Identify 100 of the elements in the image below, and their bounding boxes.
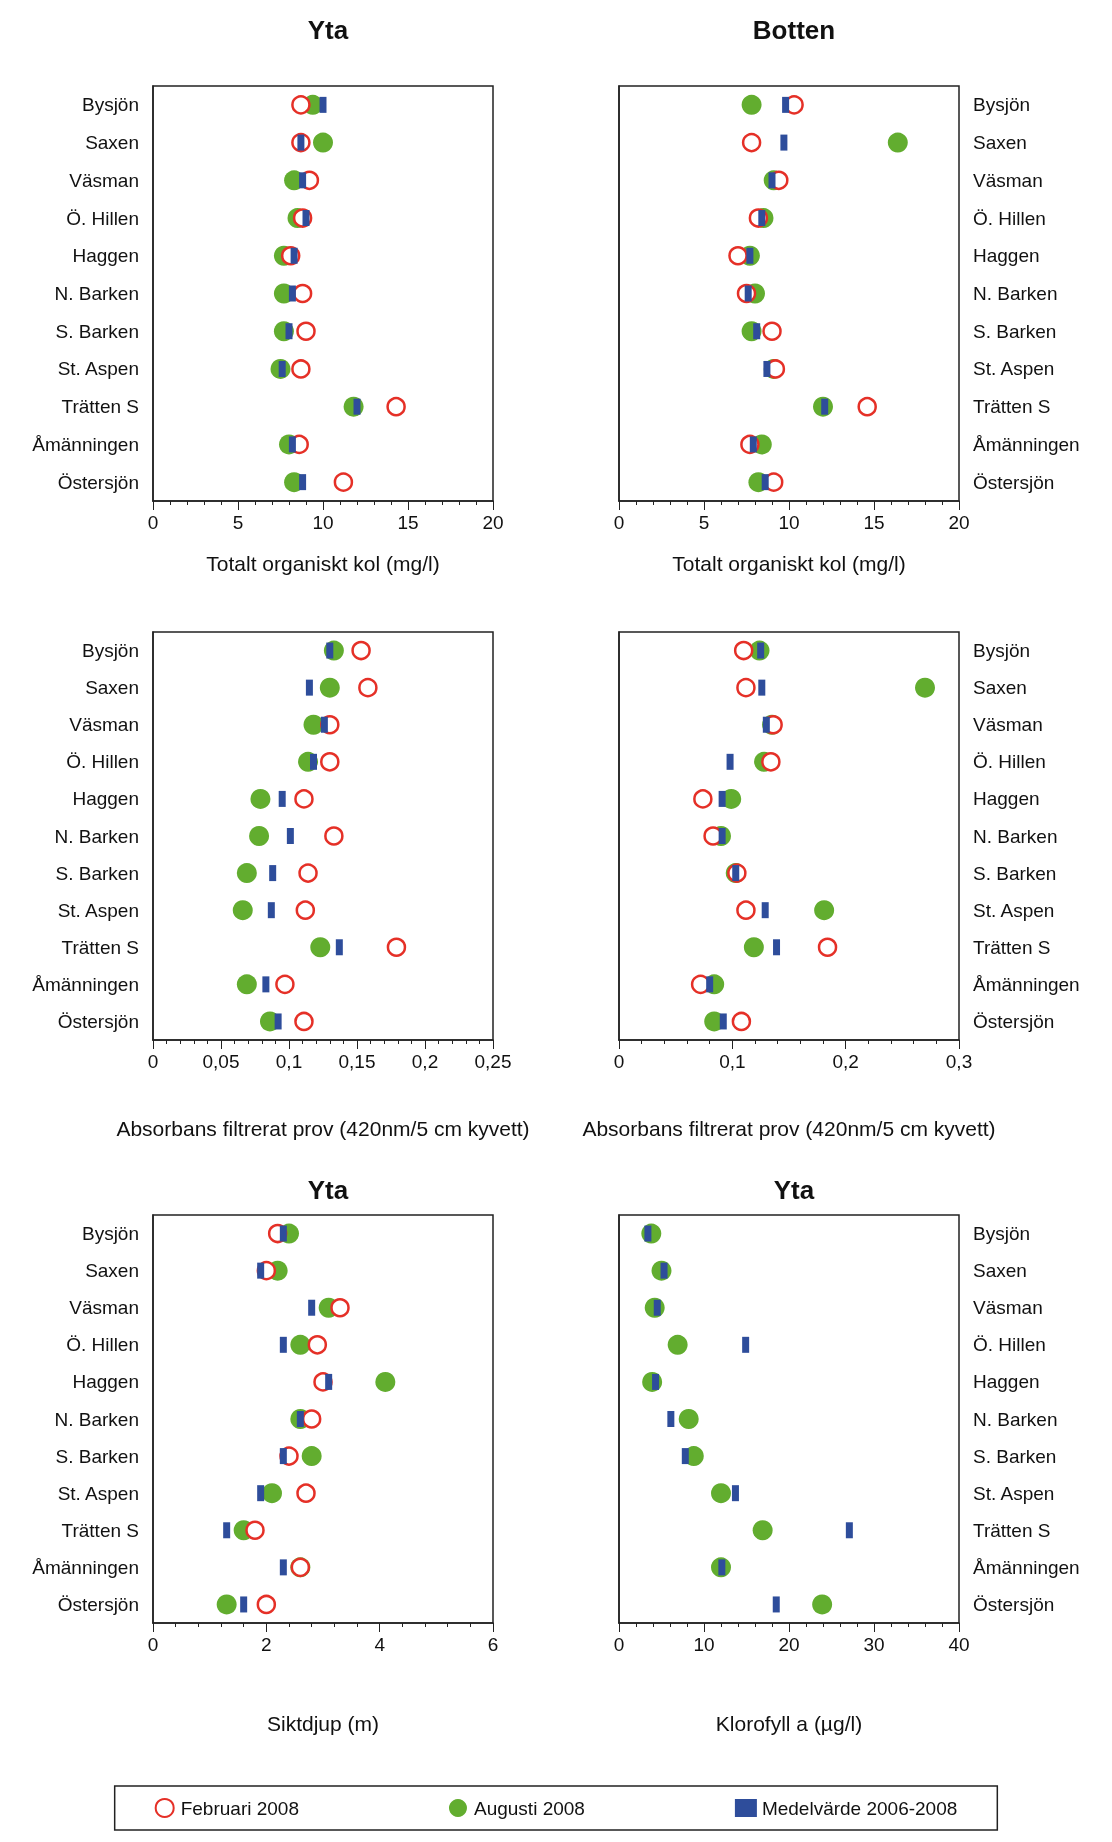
point bbox=[301, 1446, 322, 1467]
x-tick-label: 0,25 bbox=[474, 1051, 512, 1072]
y-tick-label: Trätten S bbox=[61, 396, 139, 418]
point bbox=[915, 677, 935, 698]
y-tick-label: Bysjön bbox=[81, 640, 139, 662]
point bbox=[752, 1520, 773, 1541]
x-axis-title: Absorbans filtrerat prov (420nm/5 cm kyvett) bbox=[582, 1117, 996, 1140]
y-tick-label: Väsman bbox=[973, 714, 1043, 736]
y-tick-label: Ö. Hillen bbox=[973, 751, 1046, 773]
x-axis-title: Totalt organiskt kol (mg/l) bbox=[206, 552, 440, 575]
y-tick-label: S. Barken bbox=[973, 862, 1057, 884]
chart-title: Botten bbox=[752, 15, 836, 45]
y-tick-label: N. Barken bbox=[973, 825, 1058, 847]
y-tick-label: Väsman bbox=[69, 169, 139, 191]
chart-title: Yta bbox=[773, 1175, 815, 1205]
point bbox=[296, 321, 316, 341]
y-tick-label: Östersjön bbox=[57, 1010, 139, 1032]
point bbox=[290, 1334, 311, 1355]
x-tick-label: 20 bbox=[778, 1634, 800, 1655]
y-tick-label: Bysjön bbox=[973, 640, 1031, 662]
point bbox=[310, 937, 331, 958]
y-tick-label: Bysjön bbox=[973, 1223, 1031, 1245]
y-tick-label: Åmänningen bbox=[973, 1556, 1080, 1578]
x-tick-label: 0,2 bbox=[411, 1051, 439, 1072]
y-tick-label: Åmänningen bbox=[32, 1556, 139, 1578]
x-tick-label: 20 bbox=[482, 512, 504, 533]
point bbox=[728, 246, 748, 266]
point bbox=[743, 937, 764, 958]
point bbox=[761, 752, 781, 772]
y-tick-label: N. Barken bbox=[54, 825, 139, 847]
y-tick-label: N. Barken bbox=[973, 1408, 1058, 1430]
y-tick-label: S. Barken bbox=[55, 320, 139, 342]
point bbox=[250, 788, 271, 809]
y-tick-label: Ö. Hillen bbox=[973, 207, 1046, 229]
y-tick-label: Haggen bbox=[973, 245, 1040, 267]
point bbox=[216, 1594, 237, 1615]
x-tick-label: 2 bbox=[261, 1634, 272, 1655]
y-tick-label: Åmänningen bbox=[32, 973, 139, 995]
y-tick-label: Östersjön bbox=[973, 1010, 1055, 1032]
y-tick-label: Ö. Hillen bbox=[66, 1334, 139, 1356]
y-tick-label: Trätten S bbox=[973, 936, 1051, 958]
x-tick-label: 0,3 bbox=[945, 1051, 973, 1072]
x-tick-label: 0,1 bbox=[275, 1051, 303, 1072]
point bbox=[741, 132, 762, 153]
y-tick-label: Haggen bbox=[72, 1371, 139, 1393]
y-tick-label: S. Barken bbox=[973, 320, 1057, 342]
point bbox=[236, 974, 257, 995]
y-tick-label: St. Aspen bbox=[973, 899, 1055, 921]
x-tick-label: 0 bbox=[147, 512, 159, 533]
point bbox=[731, 1011, 752, 1032]
x-tick-label: 0 bbox=[613, 512, 625, 533]
x-tick-label: 6 bbox=[487, 1634, 499, 1655]
legend-label: Augusti 2008 bbox=[473, 1797, 585, 1819]
point bbox=[678, 1409, 699, 1429]
y-tick-label: St. Aspen bbox=[973, 358, 1055, 380]
point bbox=[307, 1335, 328, 1355]
y-tick-label: S. Barken bbox=[55, 1445, 139, 1467]
x-tick-label: 40 bbox=[948, 1634, 970, 1655]
legend-label: Medelvärde 2006-2008 bbox=[761, 1797, 958, 1819]
y-tick-label: Saxen bbox=[973, 1260, 1027, 1282]
point bbox=[351, 640, 371, 661]
y-tick-label: Haggen bbox=[973, 1371, 1040, 1393]
point bbox=[295, 900, 316, 920]
x-tick-label: 5 bbox=[698, 512, 710, 533]
point bbox=[857, 396, 877, 417]
y-tick-label: Haggen bbox=[973, 788, 1040, 810]
point bbox=[386, 396, 406, 417]
point bbox=[386, 937, 407, 958]
point bbox=[333, 472, 354, 492]
y-tick-label: Bysjön bbox=[973, 94, 1031, 116]
x-tick-label: 15 bbox=[863, 512, 885, 533]
x-tick-label: 0,1 bbox=[719, 1051, 746, 1072]
point bbox=[256, 1594, 277, 1615]
point bbox=[262, 1483, 282, 1504]
y-tick-label: Bysjön bbox=[81, 94, 139, 116]
y-tick-label: S. Barken bbox=[973, 1445, 1057, 1467]
y-tick-label: Väsman bbox=[973, 169, 1043, 191]
x-axis-title: Klorofyll a (µg/l) bbox=[715, 1712, 863, 1735]
y-tick-label: Väsman bbox=[69, 714, 139, 736]
y-tick-label: Trätten S bbox=[973, 396, 1051, 418]
y-tick-label: Östersjön bbox=[973, 471, 1055, 493]
x-tick-label: 0,05 bbox=[202, 1051, 240, 1072]
x-tick-label: 0 bbox=[613, 1634, 625, 1655]
y-tick-label: Saxen bbox=[973, 677, 1027, 699]
point bbox=[291, 359, 311, 379]
x-tick-label: 0 bbox=[147, 1051, 159, 1072]
x-tick-label: 10 bbox=[312, 512, 334, 533]
y-tick-label: St. Aspen bbox=[973, 1482, 1055, 1504]
y-tick-label: Östersjön bbox=[57, 1593, 139, 1615]
point bbox=[741, 94, 762, 115]
y-tick-label: N. Barken bbox=[54, 283, 139, 304]
y-tick-label: Trätten S bbox=[61, 936, 139, 958]
point bbox=[301, 1409, 322, 1429]
point bbox=[298, 863, 318, 883]
point bbox=[330, 1297, 350, 1318]
y-tick-label: Trätten S bbox=[973, 1519, 1051, 1541]
point bbox=[736, 677, 756, 698]
y-tick-label: Väsman bbox=[69, 1297, 139, 1319]
point bbox=[236, 863, 257, 884]
y-tick-label: Östersjön bbox=[57, 471, 139, 493]
